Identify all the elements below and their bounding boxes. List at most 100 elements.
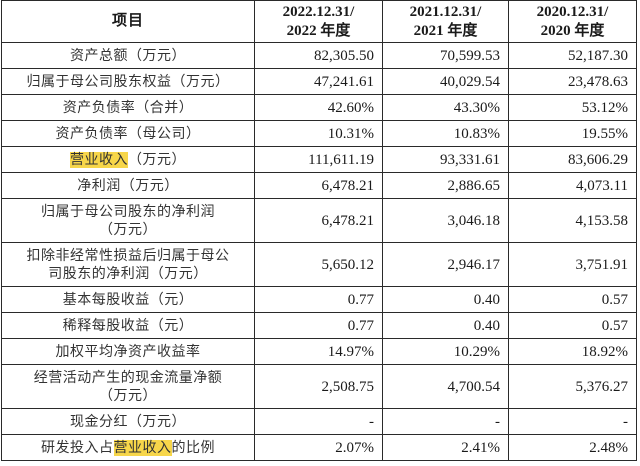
header-row: 项目 2022.12.31/2022 年度 2021.12.31/2021 年度… [1,0,637,43]
value-2022: 10.31% [254,120,383,147]
table-row: 加权平均净资产收益率 14.97% 10.29% 18.92% [1,338,637,365]
row-label-text: 净利润（万元） [77,177,179,194]
value-2020: 5,376.27 [508,364,637,409]
value-2021: - [382,408,509,435]
header-2021-date: 2021.12.31/ [409,3,482,20]
value-2022: - [254,408,383,435]
value-2021: 70,599.53 [382,42,509,69]
value-2022: 6,478.21 [254,198,383,243]
value-2020: 0.57 [508,312,637,339]
row-label-text: 扣除非经常性损益后归属于母公 [26,247,230,264]
row-label: 营业收入（万元） [1,146,255,173]
table-row: 研发投入占营业收入的比例 2.07% 2.41% 2.48% [1,434,637,461]
row-label-text-line2: （万元） [99,387,157,404]
value-2020: 4,153.58 [508,198,637,243]
value-2021: 40,029.54 [382,68,509,95]
value-2021: 2,886.65 [382,172,509,199]
row-label: 研发投入占营业收入的比例 [1,434,255,461]
row-label-text: 研发投入占 [41,439,114,456]
value-2022: 0.77 [254,286,383,313]
row-label: 加权平均净资产收益率 [1,338,255,365]
value-2020: 52,187.30 [508,42,637,69]
table-row: 归属于母公司股东的净利润 （万元） 6,478.21 3,046.18 4,153… [1,198,637,243]
row-label-text: 资产负债率（母公司） [55,125,201,142]
value-2022: 5,650.12 [254,242,383,287]
row-label-text: 资产负债率（合并） [62,99,194,116]
value-2020: - [508,408,637,435]
value-2021: 10.29% [382,338,509,365]
table-row: 基本每股收益（元） 0.77 0.40 0.57 [1,286,637,313]
value-2020: 4,073.11 [508,172,637,199]
value-2022: 42.60% [254,94,383,121]
value-2021: 2,946.17 [382,242,509,287]
table-row: 净利润（万元） 6,478.21 2,886.65 4,073.11 [1,172,637,199]
table-row: 稀释每股收益（元） 0.77 0.40 0.57 [1,312,637,339]
table-row: 资产负债率（母公司） 10.31% 10.83% 19.55% [1,120,637,147]
row-label-text: 资产总额（万元） [70,47,186,64]
value-2021: 43.30% [382,94,509,121]
row-label: 归属于母公司股东权益（万元） [1,68,255,95]
value-2022: 6,478.21 [254,172,383,199]
value-2021: 4,700.54 [382,364,509,409]
row-label-text: 基本每股收益（元） [62,291,194,308]
value-2020: 83,606.29 [508,146,637,173]
value-2020: 23,478.63 [508,68,637,95]
row-label: 归属于母公司股东的净利润 （万元） [1,198,255,243]
value-2022: 2.07% [254,434,383,461]
table-row: 现金分红（万元） - - - [1,408,637,435]
highlighted-text: 营业收入 [70,151,128,168]
value-2022: 111,611.19 [254,146,383,173]
row-label-text-line2: （万元） [99,221,157,238]
value-2021: 2.41% [382,434,509,461]
table-row: 资产总额（万元） 82,305.50 70,599.53 52,187.30 [1,42,637,69]
value-2020: 18.92% [508,338,637,365]
value-2021: 0.40 [382,312,509,339]
value-2022: 0.77 [254,312,383,339]
header-2022-year: 2022 年度 [286,22,351,39]
row-label-text: 经营活动产生的现金流量净额 [33,369,223,386]
row-label-text: （万元） [128,151,186,168]
row-label: 稀释每股收益（元） [1,312,255,339]
row-label-text-suffix: 的比例 [171,439,215,456]
header-2020-year: 2020 年度 [540,22,605,39]
highlighted-text: 营业收入 [113,439,172,456]
row-label-text: 加权平均净资产收益率 [55,343,201,360]
value-2021: 0.40 [382,286,509,313]
header-2022-date: 2022.12.31/ [282,3,355,20]
value-2020: 0.57 [508,286,637,313]
value-2022: 2,508.75 [254,364,383,409]
row-label: 经营活动产生的现金流量净额 （万元） [1,364,255,409]
value-2021: 3,046.18 [382,198,509,243]
row-label-text: 现金分红（万元） [70,413,186,430]
table-row: 营业收入（万元） 111,611.19 93,331.61 83,606.29 [1,146,637,173]
value-2022: 82,305.50 [254,42,383,69]
row-label-text: 归属于母公司股东权益（万元） [26,73,230,90]
row-label: 资产负债率（母公司） [1,120,255,147]
header-2020-date: 2020.12.31/ [536,3,609,20]
row-label: 基本每股收益（元） [1,286,255,313]
row-label: 扣除非经常性损益后归属于母公 司股东的净利润（万元） [1,242,255,287]
value-2020: 2.48% [508,434,637,461]
header-2021: 2021.12.31/2021 年度 [382,0,509,43]
row-label-text: 归属于母公司股东的净利润 [41,203,215,220]
value-2020: 3,751.91 [508,242,637,287]
table-row: 资产负债率（合并） 42.60% 43.30% 53.12% [1,94,637,121]
table-row: 扣除非经常性损益后归属于母公 司股东的净利润（万元） 5,650.12 2,946… [1,242,637,287]
value-2021: 10.83% [382,120,509,147]
header-item: 项目 [1,0,255,43]
value-2021: 93,331.61 [382,146,509,173]
value-2022: 14.97% [254,338,383,365]
table-row: 经营活动产生的现金流量净额 （万元） 2,508.75 4,700.54 5,37… [1,364,637,409]
row-label: 现金分红（万元） [1,408,255,435]
row-label: 净利润（万元） [1,172,255,199]
table-row: 归属于母公司股东权益（万元） 47,241.61 40,029.54 23,47… [1,68,637,95]
row-label: 资产总额（万元） [1,42,255,69]
value-2020: 53.12% [508,94,637,121]
header-2020: 2020.12.31/2020 年度 [508,0,637,43]
row-label-text: 稀释每股收益（元） [62,317,194,334]
value-2020: 19.55% [508,120,637,147]
header-2021-year: 2021 年度 [413,22,478,39]
header-2022: 2022.12.31/2022 年度 [254,0,383,43]
row-label-text-line2: 司股东的净利润（万元） [48,265,208,282]
